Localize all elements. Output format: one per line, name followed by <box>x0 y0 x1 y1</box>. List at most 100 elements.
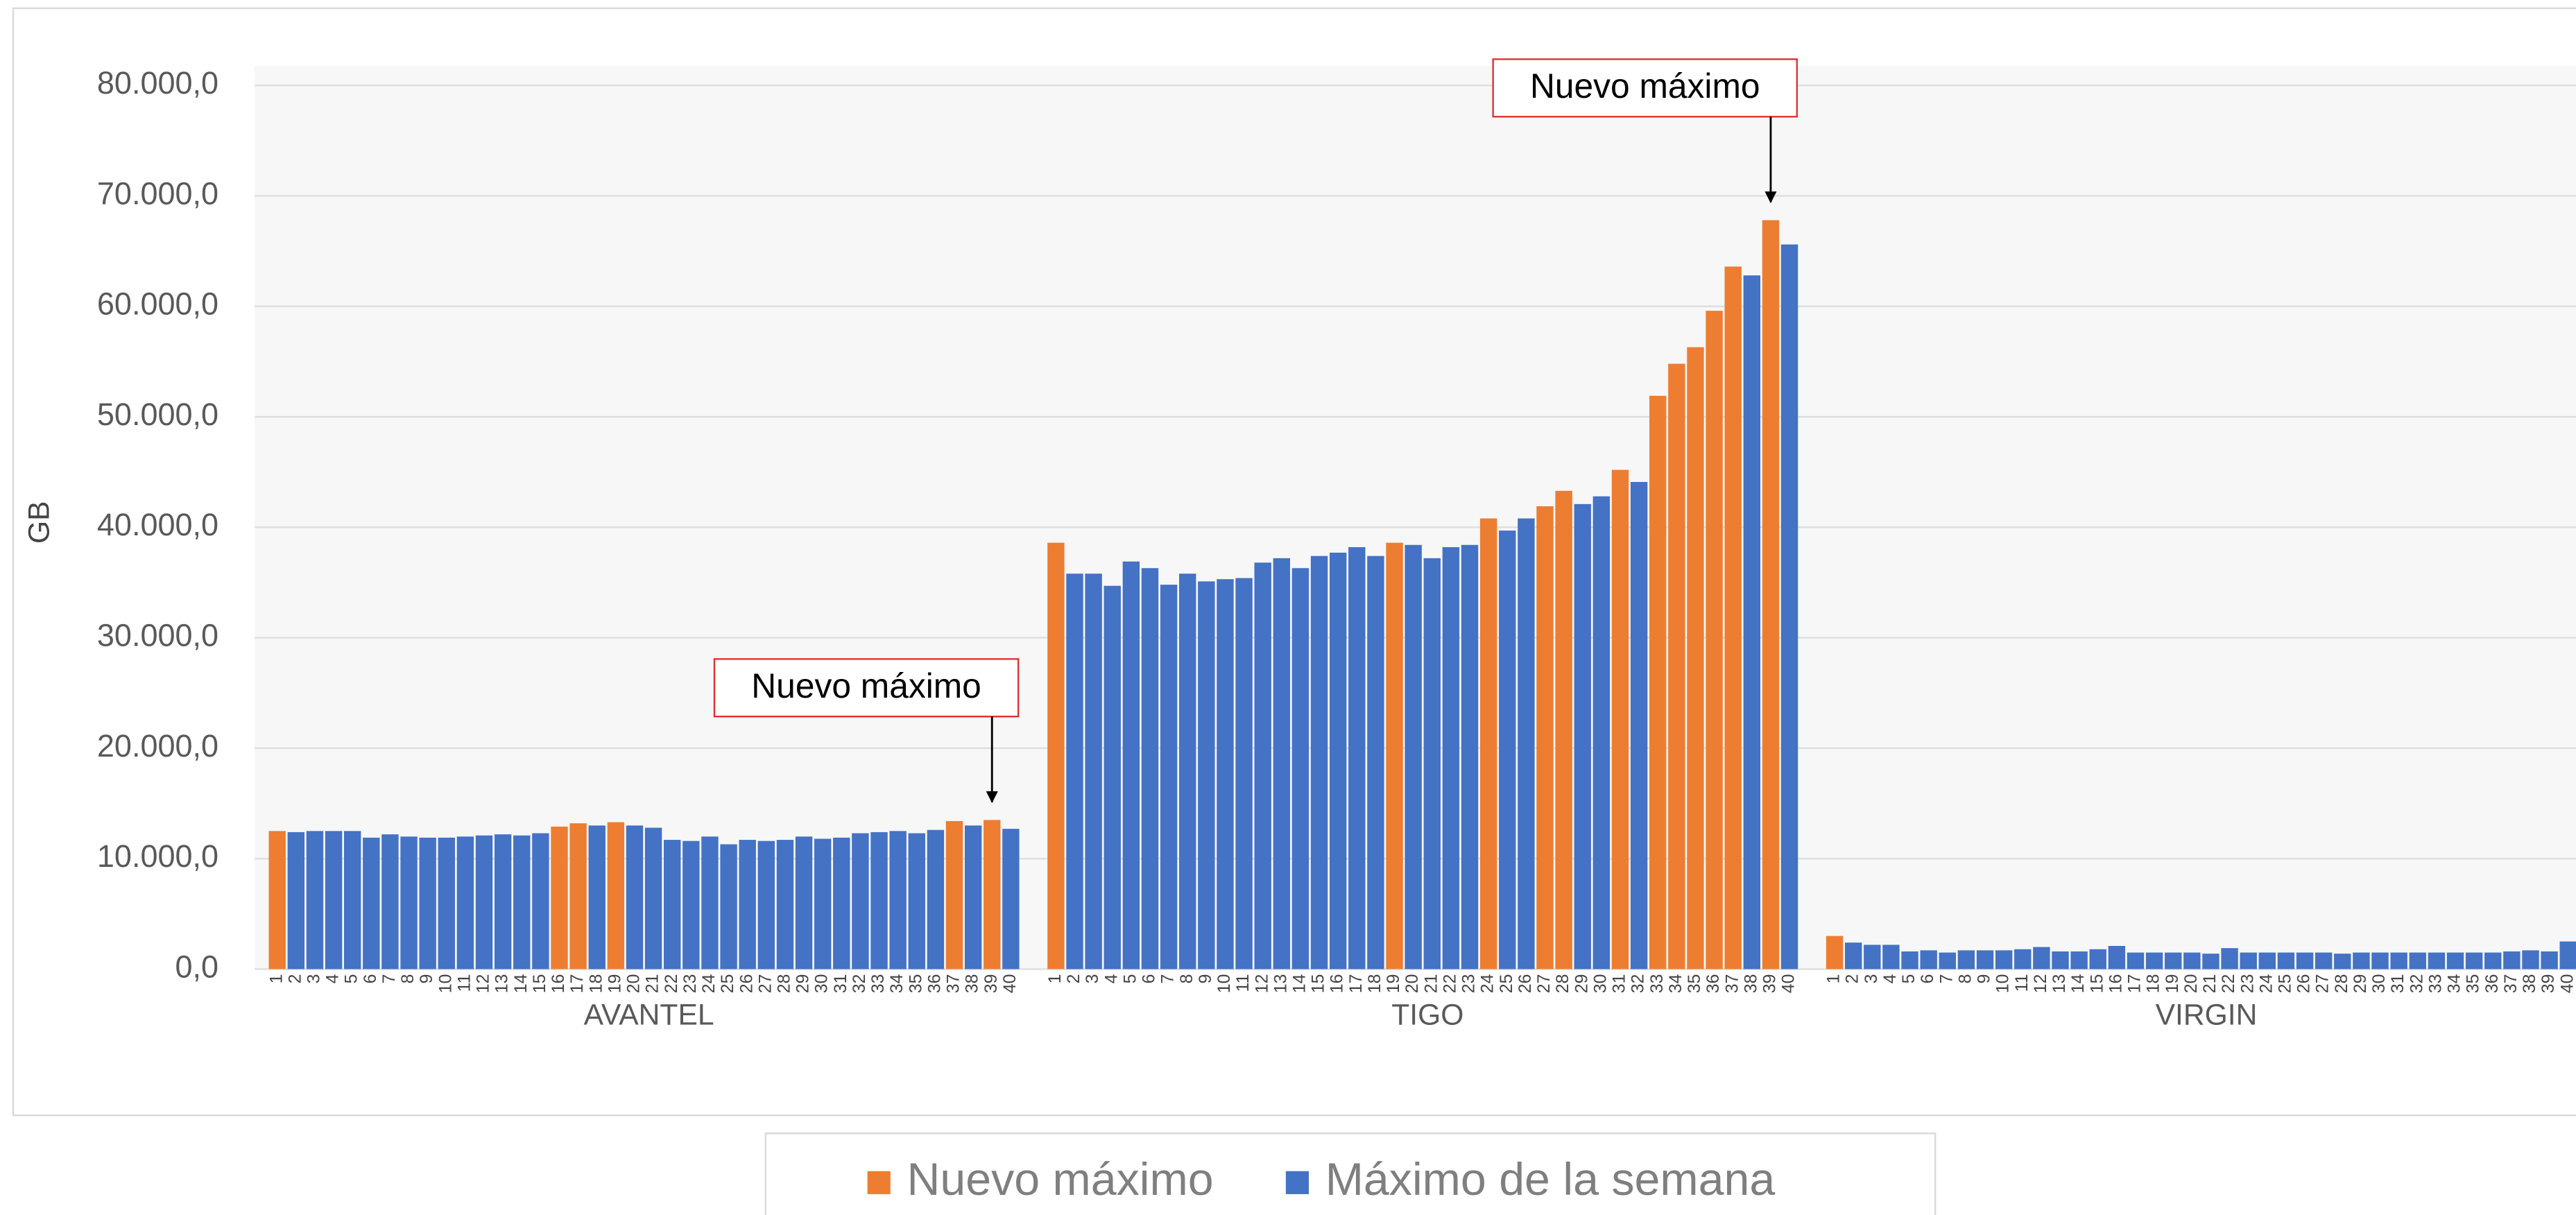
bar <box>456 836 474 970</box>
group-label: AVANTEL <box>584 998 714 1031</box>
x-tick-label: 33 <box>868 974 888 994</box>
bar <box>513 835 531 970</box>
bar <box>2371 952 2389 970</box>
x-tick-label: 18 <box>1365 974 1384 994</box>
x-tick-label: 24 <box>2256 974 2276 993</box>
x-tick-label: 10 <box>1993 974 2013 994</box>
bar <box>1939 952 1956 970</box>
bar <box>644 827 662 970</box>
x-tick-label: 23 <box>680 974 700 994</box>
x-tick-label: 26 <box>2294 974 2314 994</box>
bar <box>2183 952 2201 970</box>
bar <box>1724 266 1742 970</box>
x-tick-label: 15 <box>1309 974 1328 994</box>
bar <box>1901 951 1918 970</box>
bar <box>1310 555 1328 970</box>
bar <box>1826 936 1844 970</box>
y-tick-label: 40.000,0 <box>97 507 218 542</box>
bar <box>2108 945 2126 970</box>
x-tick-label: 15 <box>530 974 549 994</box>
x-tick-label: 2 <box>1843 974 1862 984</box>
y-tick-label: 20.000,0 <box>97 728 218 764</box>
bar <box>1555 490 1572 970</box>
bar <box>908 833 925 970</box>
x-tick-label: 6 <box>1918 974 1937 984</box>
bar <box>2390 952 2407 970</box>
bar <box>306 831 324 970</box>
bar <box>964 825 982 970</box>
bar <box>889 831 907 970</box>
bar <box>569 823 587 970</box>
bar <box>287 831 305 970</box>
bar <box>1762 220 1780 970</box>
x-tick-label: 27 <box>1534 974 1554 994</box>
bar <box>2070 951 2088 970</box>
x-tick-label: 21 <box>2200 974 2219 994</box>
x-tick-label: 26 <box>737 974 756 994</box>
bar <box>2089 949 2106 970</box>
bar <box>1047 542 1065 970</box>
bar <box>664 840 681 970</box>
x-tick-label: 28 <box>1553 974 1572 994</box>
annotation-box <box>1492 58 1798 118</box>
bar <box>2559 941 2576 970</box>
bar <box>2277 952 2295 970</box>
bar <box>2409 952 2426 970</box>
bar <box>1687 347 1704 970</box>
x-tick-label: 1 <box>1045 974 1065 984</box>
x-tick-label: 8 <box>1177 974 1196 984</box>
x-tick-label: 13 <box>1271 974 1290 994</box>
x-tick-label: 20 <box>2181 974 2201 994</box>
x-tick-label: 22 <box>2219 974 2238 994</box>
bar <box>1743 275 1761 970</box>
bar <box>776 840 794 970</box>
x-tick-label: 30 <box>812 974 832 994</box>
bar <box>1405 544 1422 970</box>
bar <box>1273 558 1291 970</box>
x-tick-label: 12 <box>2031 974 2050 994</box>
x-tick-label: 13 <box>2050 974 2069 994</box>
x-tick-label: 39 <box>1760 974 1779 994</box>
bar <box>1085 574 1102 970</box>
x-tick-label: 10 <box>436 974 455 994</box>
x-tick-label: 9 <box>1975 974 1994 984</box>
bar <box>1160 585 1178 970</box>
x-tick-label: 33 <box>2425 974 2445 994</box>
bar <box>1499 531 1516 970</box>
x-tick-label: 34 <box>1666 974 1685 993</box>
bar <box>1442 546 1460 970</box>
bar <box>757 841 775 970</box>
bar <box>1668 363 1685 970</box>
bar <box>1518 518 1535 970</box>
bar <box>1844 942 1862 970</box>
bar <box>588 825 606 970</box>
x-tick-label: 14 <box>2068 974 2088 993</box>
bar <box>833 837 850 970</box>
y-tick-label: 30.000,0 <box>97 617 218 653</box>
bar <box>1217 579 1234 970</box>
x-tick-label: 31 <box>1610 974 1629 994</box>
bar <box>438 837 455 970</box>
x-tick-label: 28 <box>774 974 793 994</box>
bar <box>2240 952 2257 970</box>
bar <box>2522 950 2539 970</box>
x-tick-label: 20 <box>1402 974 1422 994</box>
x-tick-label: 13 <box>492 974 512 994</box>
x-tick-label: 7 <box>1937 974 1956 984</box>
bar <box>532 833 549 970</box>
x-tick-label: 29 <box>793 974 813 994</box>
x-tick-label: 17 <box>2125 974 2145 994</box>
x-tick-label: 22 <box>1440 974 1459 994</box>
bar <box>1066 574 1083 970</box>
x-tick-label: 29 <box>1572 974 1591 994</box>
x-tick-label: 19 <box>605 974 624 994</box>
x-tick-label: 2 <box>285 974 304 984</box>
bar <box>363 837 380 970</box>
x-tick-label: 39 <box>981 974 1001 994</box>
x-tick-label: 12 <box>1252 974 1271 994</box>
x-tick-label: 9 <box>417 974 436 984</box>
x-tick-label: 36 <box>1703 974 1723 994</box>
x-tick-label: 3 <box>1862 974 1881 984</box>
y-tick-label: 70.000,0 <box>97 175 218 211</box>
y-tick-label: 60.000,0 <box>97 286 218 322</box>
